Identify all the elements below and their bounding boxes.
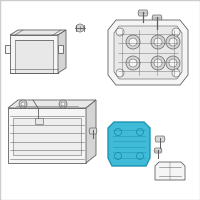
Polygon shape (10, 35, 58, 73)
Polygon shape (155, 162, 185, 180)
Circle shape (116, 28, 124, 36)
Circle shape (169, 59, 177, 67)
Polygon shape (58, 45, 63, 53)
Circle shape (126, 56, 140, 70)
Circle shape (59, 100, 67, 108)
Polygon shape (10, 30, 66, 35)
Circle shape (172, 69, 180, 77)
Circle shape (126, 35, 140, 49)
Polygon shape (8, 108, 86, 163)
Polygon shape (58, 30, 66, 73)
Polygon shape (138, 10, 148, 16)
Polygon shape (5, 45, 10, 53)
Polygon shape (15, 40, 53, 73)
Polygon shape (114, 26, 182, 79)
Circle shape (166, 56, 180, 70)
Circle shape (154, 38, 162, 46)
Circle shape (129, 38, 137, 46)
Circle shape (21, 102, 25, 106)
Circle shape (61, 102, 65, 106)
Circle shape (129, 59, 137, 67)
FancyBboxPatch shape (13, 118, 81, 155)
Polygon shape (154, 148, 162, 153)
Polygon shape (86, 100, 96, 163)
Circle shape (151, 35, 165, 49)
FancyBboxPatch shape (35, 118, 43, 124)
Circle shape (151, 56, 165, 70)
Polygon shape (108, 20, 188, 85)
Circle shape (19, 100, 27, 108)
Circle shape (169, 38, 177, 46)
Circle shape (76, 24, 84, 32)
Circle shape (116, 69, 124, 77)
Polygon shape (152, 15, 162, 21)
Polygon shape (8, 100, 96, 108)
Polygon shape (89, 128, 97, 134)
Circle shape (172, 28, 180, 36)
Polygon shape (108, 122, 150, 166)
Polygon shape (155, 136, 165, 142)
Circle shape (154, 59, 162, 67)
Circle shape (166, 35, 180, 49)
